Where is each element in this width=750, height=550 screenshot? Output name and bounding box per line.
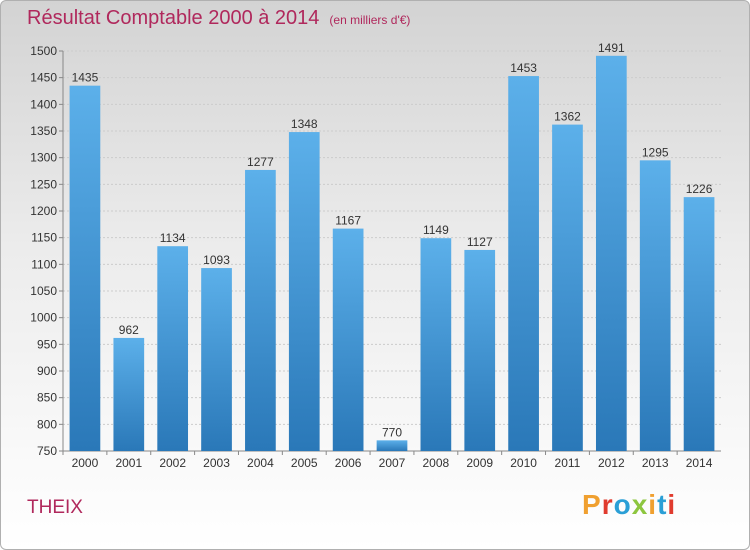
logo-letter: t <box>657 489 668 520</box>
bar-value-label: 1093 <box>203 253 230 267</box>
y-tick-label: 1350 <box>30 124 57 138</box>
bar-value-label: 1127 <box>467 235 493 249</box>
y-tick-label: 1000 <box>30 311 57 325</box>
bar-2011 <box>552 124 583 451</box>
bar-value-label: 1348 <box>291 117 318 131</box>
bar-2007 <box>376 440 408 451</box>
x-tick-label: 2004 <box>247 456 274 470</box>
bar-value-label: 1226 <box>686 182 713 196</box>
logo-letter: x <box>631 489 649 520</box>
logo-letter: o <box>613 489 632 520</box>
bar-value-label: 1277 <box>247 155 274 169</box>
bar-value-label: 962 <box>119 323 139 337</box>
x-tick-label: 2014 <box>686 456 713 470</box>
y-tick-label: 1450 <box>30 71 57 85</box>
bar-value-label: 1295 <box>642 145 669 159</box>
bar-2013 <box>639 160 671 452</box>
bar-value-label: 1362 <box>554 110 581 124</box>
bar-2014 <box>683 197 715 451</box>
place-name: THEIX <box>27 497 83 518</box>
x-tick-label: 2010 <box>510 456 537 470</box>
x-tick-label: 2000 <box>72 456 99 470</box>
bar-2000 <box>69 85 101 452</box>
bar-2002 <box>157 246 189 451</box>
x-tick-label: 2002 <box>159 456 186 470</box>
bar-value-label: 1167 <box>335 214 361 228</box>
y-tick-label: 1050 <box>30 284 57 298</box>
x-tick-label: 2006 <box>335 456 362 470</box>
y-tick-label: 1200 <box>30 204 57 218</box>
bar-2001 <box>113 337 145 451</box>
bar-2005 <box>288 132 320 452</box>
bar-2010 <box>508 76 539 452</box>
y-tick-label: 1150 <box>31 231 57 245</box>
bar-value-label: 770 <box>382 425 402 439</box>
bars: 1435 962 1134 1093 1277 1348 1167 770 1149 1127 14… <box>69 41 715 452</box>
x-tick-label: 2012 <box>598 456 625 470</box>
x-tick-label: 2009 <box>466 456 493 470</box>
chart-title-text: Résultat Comptable 2000 à 2014 <box>27 7 320 29</box>
logo-letter: P <box>582 489 602 520</box>
bar-value-label: 1453 <box>510 61 537 75</box>
y-tick-label: 900 <box>37 364 57 378</box>
chart-subtitle: (en milliers d'€) <box>329 13 411 27</box>
bar-2006 <box>332 228 364 451</box>
x-tick-label: 2005 <box>291 456 318 470</box>
logo-letter: i <box>667 489 677 520</box>
y-tick-label: 1300 <box>30 151 57 165</box>
y-tick-label: 1100 <box>31 257 57 271</box>
bar-2003 <box>201 268 232 451</box>
logo-letter: r <box>601 489 614 520</box>
proxiti-logo: Proxiti <box>582 489 676 521</box>
bar-value-label: 1134 <box>160 231 186 245</box>
bar-value-label: 1149 <box>423 223 449 237</box>
y-tick-label: 750 <box>37 444 57 458</box>
y-tick-label: 850 <box>37 391 57 405</box>
x-tick-label: 2011 <box>555 456 581 470</box>
bar-2004 <box>245 169 276 451</box>
x-tick-label: 2008 <box>423 456 450 470</box>
axes: 750 800 850 900 950 1000 1050 1100 1150 1200 1250 1… <box>30 44 721 470</box>
y-tick-label: 1500 <box>30 44 57 58</box>
bar-value-label: 1491 <box>598 41 625 55</box>
x-tick-label: 2001 <box>115 456 142 470</box>
y-tick-label: 950 <box>37 337 57 351</box>
bar-2012 <box>595 55 627 452</box>
y-tick-label: 1400 <box>30 97 57 111</box>
bar-2009 <box>464 249 496 451</box>
y-tick-label: 1250 <box>30 177 57 191</box>
chart-title: Résultat Comptable 2000 à 2014 (en millie… <box>27 7 410 30</box>
x-tick-label: 2003 <box>203 456 230 470</box>
logo-letter: i <box>648 489 658 520</box>
y-tick-label: 800 <box>37 417 57 431</box>
x-tick-label: 2007 <box>379 456 406 470</box>
bar-2008 <box>420 238 452 451</box>
bar-value-label: 1435 <box>72 71 99 85</box>
x-tick-label: 2013 <box>642 456 669 470</box>
